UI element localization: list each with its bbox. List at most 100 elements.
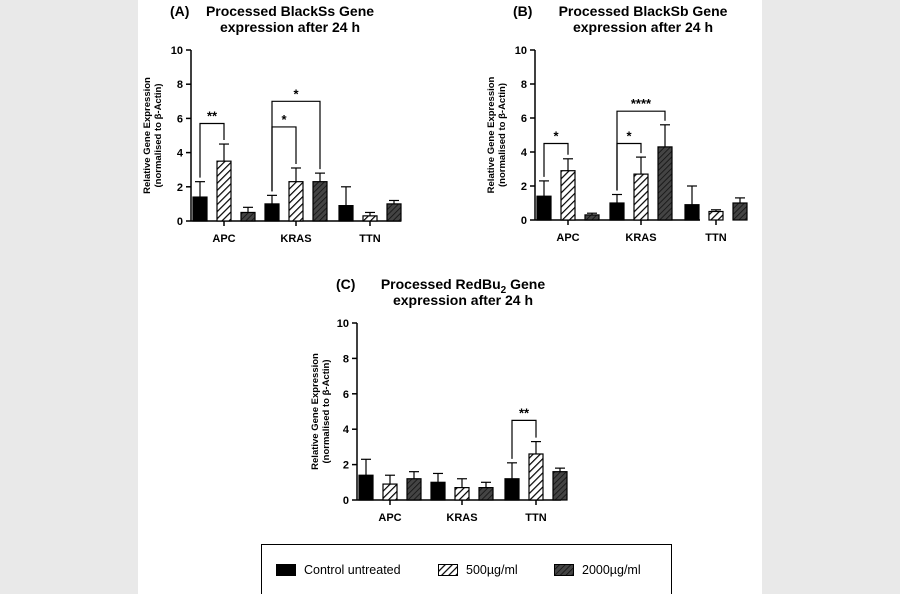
chart-title: Processed BlackSs Gene bbox=[206, 3, 374, 19]
chart-title-subscript: 2 bbox=[501, 285, 507, 296]
bar-500-apc bbox=[382, 483, 398, 501]
legend-item-control: Control untreated bbox=[276, 563, 401, 577]
y-axis-label-line2: (normalised to β-Actin) bbox=[321, 360, 332, 464]
legend-swatch-control bbox=[276, 564, 296, 576]
y-tick-label: 0 bbox=[521, 215, 527, 227]
y-tick-label: 8 bbox=[343, 353, 349, 365]
bar-control-kras bbox=[430, 481, 446, 501]
x-tick-label: APC bbox=[556, 232, 579, 244]
y-tick-label: 6 bbox=[177, 113, 183, 125]
figure: (A) Processed BlackSs Gene expression afte… bbox=[138, 0, 762, 594]
bar-2000-kras bbox=[657, 146, 673, 221]
legend-swatch-2000 bbox=[554, 564, 574, 576]
bar-500-kras bbox=[454, 487, 470, 501]
y-tick-label: 0 bbox=[343, 495, 349, 507]
significance-label: ** bbox=[207, 109, 218, 124]
significance-label: * bbox=[293, 86, 299, 101]
y-tick-label: 10 bbox=[337, 318, 349, 330]
significance-label: ** bbox=[519, 405, 530, 420]
panel-letter: (B) bbox=[513, 3, 532, 19]
significance-bracket bbox=[271, 100, 321, 192]
y-tick-label: 0 bbox=[177, 216, 183, 228]
bar-2000-kras bbox=[478, 487, 494, 501]
significance-bracket bbox=[199, 122, 225, 178]
bar-500-ttn bbox=[528, 453, 544, 501]
bar-2000-kras bbox=[312, 181, 328, 222]
bar-control-ttn bbox=[504, 478, 520, 501]
x-tick-label: TTN bbox=[359, 233, 380, 245]
chart-subtitle: expression after 24 h bbox=[573, 19, 713, 35]
bar-500-ttn bbox=[708, 210, 724, 221]
y-tick-label: 10 bbox=[515, 45, 527, 57]
y-tick-label: 8 bbox=[177, 79, 183, 91]
bar-2000-apc bbox=[584, 214, 600, 221]
chart-title-main: Processed BlackSb Gene bbox=[559, 3, 728, 19]
panel-letter: (C) bbox=[336, 276, 355, 292]
chart-title-suffix: Gene bbox=[506, 276, 545, 292]
legend-item-2000: 2000µg/ml bbox=[554, 563, 641, 577]
y-tick-label: 4 bbox=[177, 148, 184, 160]
bar-500-kras bbox=[288, 181, 304, 222]
chart-title: Processed RedBu2 Gene bbox=[381, 276, 546, 296]
y-tick-label: 2 bbox=[177, 182, 183, 194]
bar-500-apc bbox=[216, 160, 232, 222]
x-tick-label: TTN bbox=[705, 232, 726, 244]
significance-label: * bbox=[281, 112, 287, 127]
chart-subtitle: expression after 24 h bbox=[393, 292, 533, 308]
significance-label: * bbox=[626, 129, 632, 144]
y-axis-label-line1: Relative Gene Expression bbox=[486, 76, 497, 193]
significance-label: * bbox=[553, 129, 559, 144]
y-tick-label: 8 bbox=[521, 79, 527, 91]
panel-letter: (A) bbox=[170, 3, 189, 19]
chart-title-main: Processed RedBu bbox=[381, 276, 501, 292]
bar-500-kras bbox=[633, 173, 649, 221]
y-tick-label: 2 bbox=[521, 181, 527, 193]
chart-title-main: Processed BlackSs Gene bbox=[206, 3, 374, 19]
bar-control-kras bbox=[264, 203, 280, 222]
x-tick-label: KRAS bbox=[280, 233, 311, 245]
x-tick-label: KRAS bbox=[446, 512, 477, 524]
bar-control-kras bbox=[609, 202, 625, 221]
chart-title: Processed BlackSb Gene bbox=[559, 3, 728, 19]
x-tick-label: KRAS bbox=[625, 232, 656, 244]
y-tick-label: 10 bbox=[171, 45, 183, 57]
legend-label-2000: 2000µg/ml bbox=[582, 563, 641, 577]
bar-2000-ttn bbox=[552, 471, 568, 501]
significance-label: **** bbox=[631, 96, 652, 111]
y-tick-label: 6 bbox=[521, 113, 527, 125]
bar-2000-ttn bbox=[732, 202, 748, 221]
y-axis-label-line1: Relative Gene Expression bbox=[142, 77, 153, 194]
bar-2000-ttn bbox=[386, 203, 402, 222]
x-tick-label: APC bbox=[378, 512, 401, 524]
significance-bracket bbox=[543, 142, 569, 177]
bar-control-ttn bbox=[684, 204, 700, 221]
significance-bracket bbox=[511, 419, 537, 459]
y-axis-label-line1: Relative Gene Expression bbox=[310, 353, 321, 470]
significance-bracket bbox=[616, 110, 666, 191]
chart-subtitle: expression after 24 h bbox=[220, 19, 360, 35]
y-tick-label: 2 bbox=[343, 460, 349, 472]
legend-swatch-500 bbox=[438, 564, 458, 576]
bar-control-apc bbox=[358, 474, 374, 501]
y-tick-label: 6 bbox=[343, 389, 349, 401]
legend-label-control: Control untreated bbox=[304, 563, 401, 577]
bar-control-apc bbox=[192, 196, 208, 222]
y-tick-label: 4 bbox=[343, 424, 350, 436]
bar-500-apc bbox=[560, 170, 576, 221]
x-tick-label: APC bbox=[212, 233, 235, 245]
bar-control-ttn bbox=[338, 205, 354, 222]
legend-label-500: 500µg/ml bbox=[466, 563, 518, 577]
y-axis-label-line2: (normalised to β-Actin) bbox=[497, 83, 508, 187]
bar-2000-apc bbox=[406, 478, 422, 501]
y-tick-label: 4 bbox=[521, 147, 528, 159]
y-axis-label-line2: (normalised to β-Actin) bbox=[153, 84, 164, 188]
legend-item-500: 500µg/ml bbox=[438, 563, 518, 577]
bar-2000-apc bbox=[240, 211, 256, 222]
bar-500-ttn bbox=[362, 215, 378, 222]
bar-control-apc bbox=[536, 195, 552, 221]
x-tick-label: TTN bbox=[525, 512, 546, 524]
